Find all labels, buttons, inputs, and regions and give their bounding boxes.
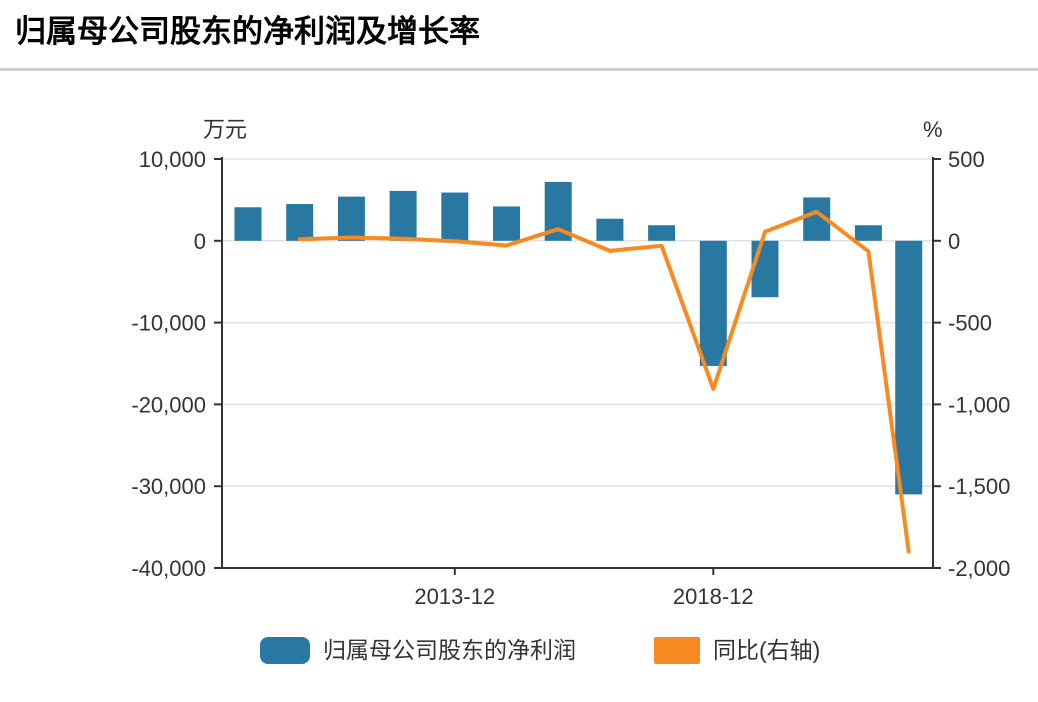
legend-label-net-profit: 归属母公司股东的净利润 xyxy=(323,637,576,663)
bar xyxy=(234,207,262,241)
legend-item-yoy[interactable]: 同比(右轴) xyxy=(654,637,820,664)
left-axis-unit-label: 万元 xyxy=(203,117,247,142)
right-axis-unit-label: % xyxy=(923,117,943,142)
right-axis-tick-label: -1,000 xyxy=(948,392,1010,417)
left-axis-tick-label: -40,000 xyxy=(131,556,206,581)
bar xyxy=(751,240,779,298)
x-axis-tick-label: 2013-12 xyxy=(414,584,495,609)
left-axis-tick-label: 10,000 xyxy=(139,147,206,172)
page-title: 归属母公司股东的净利润及增长率 xyxy=(15,14,480,50)
legend-label-yoy: 同比(右轴) xyxy=(713,637,821,663)
bar xyxy=(286,203,314,241)
axis-layer: 10,000 0 -10,000 -20,000 -30,000 -40,000 500 0 -… xyxy=(131,147,1010,609)
right-axis-tick-label: -1,500 xyxy=(948,474,1010,499)
line-series-layer xyxy=(297,209,911,554)
right-axis-tick-label: 500 xyxy=(948,147,985,172)
bar xyxy=(337,196,365,241)
right-axis-tick-label: -2,000 xyxy=(948,556,1010,581)
legend-item-net-profit[interactable]: 归属母公司股东的净利润 xyxy=(260,637,576,664)
bar-series-layer xyxy=(234,181,923,495)
right-axis-tick-label: -500 xyxy=(948,311,992,336)
line-series-swatch xyxy=(654,637,700,664)
left-axis-tick-label: -10,000 xyxy=(131,311,206,336)
left-axis-tick-label: -20,000 xyxy=(131,392,206,417)
x-axis-tick-label: 2018-12 xyxy=(673,584,754,609)
yoy-growth-line xyxy=(297,209,911,554)
bar xyxy=(699,240,727,366)
bar-series-swatch xyxy=(260,637,310,664)
bar xyxy=(596,218,624,241)
bar xyxy=(441,192,469,241)
right-axis-tick-label: 0 xyxy=(948,229,960,254)
bar xyxy=(493,206,520,241)
title-divider xyxy=(0,68,1038,71)
bar xyxy=(648,225,676,241)
left-axis-tick-label: 0 xyxy=(194,229,206,254)
bar xyxy=(895,240,923,495)
bar xyxy=(389,190,417,241)
bar xyxy=(854,225,882,241)
left-axis-tick-label: -30,000 xyxy=(131,474,206,499)
legend: 归属母公司股东的净利润 同比(右轴) xyxy=(260,637,820,664)
